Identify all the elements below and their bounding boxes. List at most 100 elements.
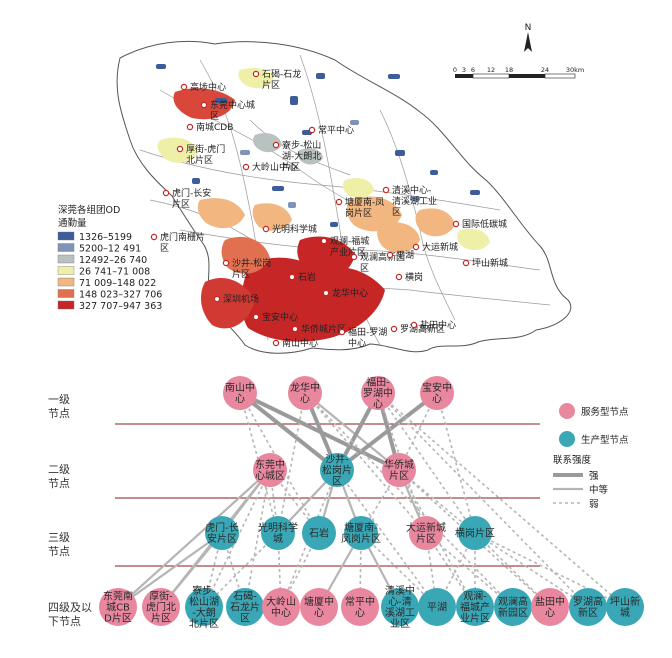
- node-longhua[interactable]: 龙华中心: [288, 376, 322, 410]
- node-circle: [185, 588, 223, 626]
- node-guangming[interactable]: 光明科学城: [258, 516, 298, 550]
- node-label: 业片区: [460, 612, 490, 625]
- map-label: 片区: [282, 161, 300, 173]
- node-circle: [261, 516, 295, 550]
- node-label: 松山湖: [189, 595, 219, 608]
- node-yantian[interactable]: 盐田中心: [531, 588, 569, 626]
- legend-title-1: 深莞各组团OD: [58, 204, 120, 216]
- node-pinghu[interactable]: 平湖: [418, 588, 456, 626]
- weak-label: 弱: [589, 499, 599, 510]
- node-circle: [205, 516, 239, 550]
- link-weak: [304, 392, 427, 534]
- link-weak: [436, 392, 476, 534]
- node-dalingshan[interactable]: 大岭山中心: [262, 588, 300, 626]
- node-label: 片区: [151, 612, 171, 625]
- map-label-dot: [452, 220, 460, 228]
- map-label: 盐田中心: [420, 319, 456, 331]
- map-label-dot: [322, 289, 330, 297]
- node-label: 东莞南: [103, 590, 133, 603]
- node-label: 心: [545, 607, 555, 619]
- map-label-dot: [200, 101, 208, 109]
- map-label: 虎门-长安: [172, 187, 211, 199]
- link-weak: [203, 469, 271, 608]
- node-luohu_gx[interactable]: 罗湖高新区: [569, 588, 607, 626]
- map-label-dot: [222, 259, 230, 267]
- node-circle: [302, 516, 336, 550]
- node-circle: [418, 588, 456, 626]
- node-label: 清溪中: [385, 584, 415, 597]
- node-circle: [531, 588, 569, 626]
- map-label-dot: [180, 83, 188, 91]
- node-pingshan[interactable]: 坪山新城: [606, 588, 644, 626]
- node-label: 坪山新: [610, 595, 640, 608]
- map-label-dot: [262, 225, 270, 233]
- node-label: 大运新城: [406, 521, 446, 534]
- legend-item-label: 327 707–947 363: [79, 301, 162, 312]
- node-label: 东莞中: [255, 458, 285, 471]
- node-label: -大朗: [192, 606, 216, 619]
- node-circle: [226, 588, 264, 626]
- tier-label: 一级: [48, 393, 70, 406]
- node-label: 心: [314, 607, 324, 619]
- svg-text:N: N: [525, 23, 532, 33]
- tier-label: 节点: [48, 477, 70, 490]
- node-baoan[interactable]: 宝安中心: [420, 376, 454, 410]
- node-label: 区: [240, 613, 250, 625]
- node-shiyan[interactable]: 石岩: [302, 516, 336, 550]
- map-label-dot: [186, 123, 194, 131]
- node-label: 厚街-: [149, 590, 173, 603]
- node-label: 心-清: [388, 595, 412, 608]
- node-label: 华侨城: [384, 458, 414, 471]
- node-circle: [142, 588, 180, 626]
- node-label: 寮步-: [192, 584, 216, 597]
- map-label-dot: [252, 313, 260, 321]
- node-circle: [361, 376, 395, 410]
- map-label: 大岭山中心: [252, 161, 297, 173]
- node-changping[interactable]: 常平中心: [341, 588, 379, 626]
- tier-label: 三级: [48, 531, 70, 544]
- legend-item-label: 5200–12 491: [79, 244, 141, 255]
- scale-tick-label: 18: [505, 66, 513, 74]
- legend-item-label: 148 023–327 706: [79, 290, 162, 301]
- service-legend-swatch: [559, 403, 575, 419]
- commute-patches: [157, 68, 490, 342]
- node-circle: [458, 516, 492, 550]
- map-label-dot: [338, 328, 346, 336]
- tier-label: 四级及以: [48, 601, 92, 614]
- map-label-dot: [412, 243, 420, 251]
- node-label: 业区: [390, 618, 410, 630]
- link-weak: [304, 392, 514, 608]
- node-huaqiao[interactable]: 华侨城片区: [382, 453, 416, 487]
- scale-bar: 0 3 6 12 18 24 30km: [453, 66, 584, 79]
- link-strong: [238, 391, 339, 472]
- node-circle: [262, 588, 300, 626]
- map-label: 清溪中心-: [392, 184, 431, 196]
- scale-ticks: 0 3 6 12 18 24 30km: [453, 66, 584, 74]
- node-label: 常平中: [345, 595, 375, 608]
- node-label: 龙华中: [290, 381, 320, 394]
- node-label: 安片区: [207, 532, 237, 545]
- node-nanshan[interactable]: 南山中心: [223, 376, 257, 410]
- map-label: 宝安中心: [262, 311, 298, 323]
- node-label: 观澜高: [498, 595, 528, 608]
- legend-swatch: [57, 254, 75, 264]
- node-tangxia_s[interactable]: 塘厦南-凤岗片区: [341, 516, 381, 550]
- node-label: 心: [235, 393, 245, 405]
- node-henggang[interactable]: 横岗片区: [455, 516, 495, 550]
- map-label-dot: [242, 163, 250, 171]
